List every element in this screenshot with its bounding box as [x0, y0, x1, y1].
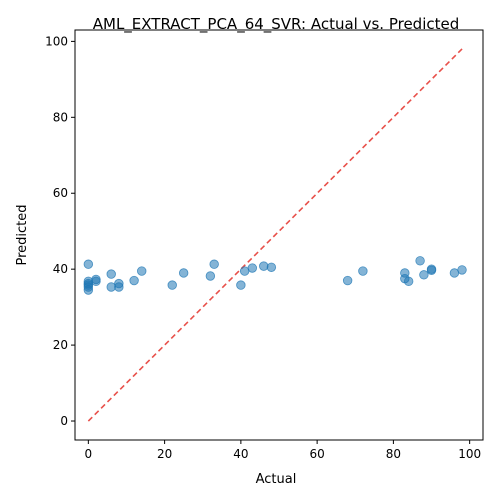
data-point — [209, 259, 219, 269]
data-point — [91, 276, 101, 287]
reference-line — [87, 48, 463, 422]
data-point — [236, 280, 246, 290]
data-point — [129, 275, 139, 286]
data-point — [247, 263, 258, 273]
x-tick-label: 100 — [458, 447, 481, 461]
y-tick-label: 100 — [45, 34, 68, 48]
data-point — [266, 262, 277, 272]
data-point — [83, 285, 94, 295]
y-tick-label: 20 — [53, 338, 68, 352]
data-point — [205, 271, 216, 281]
x-tick-label: 80 — [386, 447, 401, 461]
plot-frame — [74, 29, 484, 441]
data-point — [137, 266, 147, 276]
data-point — [358, 266, 368, 276]
data-point — [457, 265, 467, 275]
x-axis: 0 20 40 60 80 100 — [85, 440, 481, 461]
y-axis-label: Predicted — [15, 204, 30, 265]
data-point — [259, 261, 269, 271]
y-tick-label: 0 — [60, 414, 68, 428]
y-tick-label: 60 — [53, 186, 68, 200]
data-point — [167, 280, 177, 290]
x-tick-label: 40 — [233, 447, 248, 461]
data-point — [403, 276, 414, 287]
data-point — [415, 256, 425, 266]
data-point — [419, 270, 429, 280]
y-tick-label: 80 — [53, 110, 68, 124]
data-point — [106, 269, 116, 279]
x-tick-label: 0 — [85, 447, 93, 461]
data-point — [426, 265, 437, 276]
chart-title: AML_EXTRACT_PCA_64_SVR: Actual vs. Predi… — [93, 15, 460, 34]
data-point — [178, 268, 189, 278]
y-axis: 0 20 40 60 80 100 — [45, 34, 75, 428]
x-tick-label: 60 — [309, 447, 324, 461]
plot-area — [83, 48, 467, 422]
x-axis-label: Actual — [256, 472, 297, 487]
data-point — [83, 259, 94, 269]
x-tick-label: 20 — [157, 447, 172, 461]
y-tick-label: 40 — [53, 262, 68, 276]
data-point — [342, 275, 353, 286]
data-point — [114, 282, 124, 292]
